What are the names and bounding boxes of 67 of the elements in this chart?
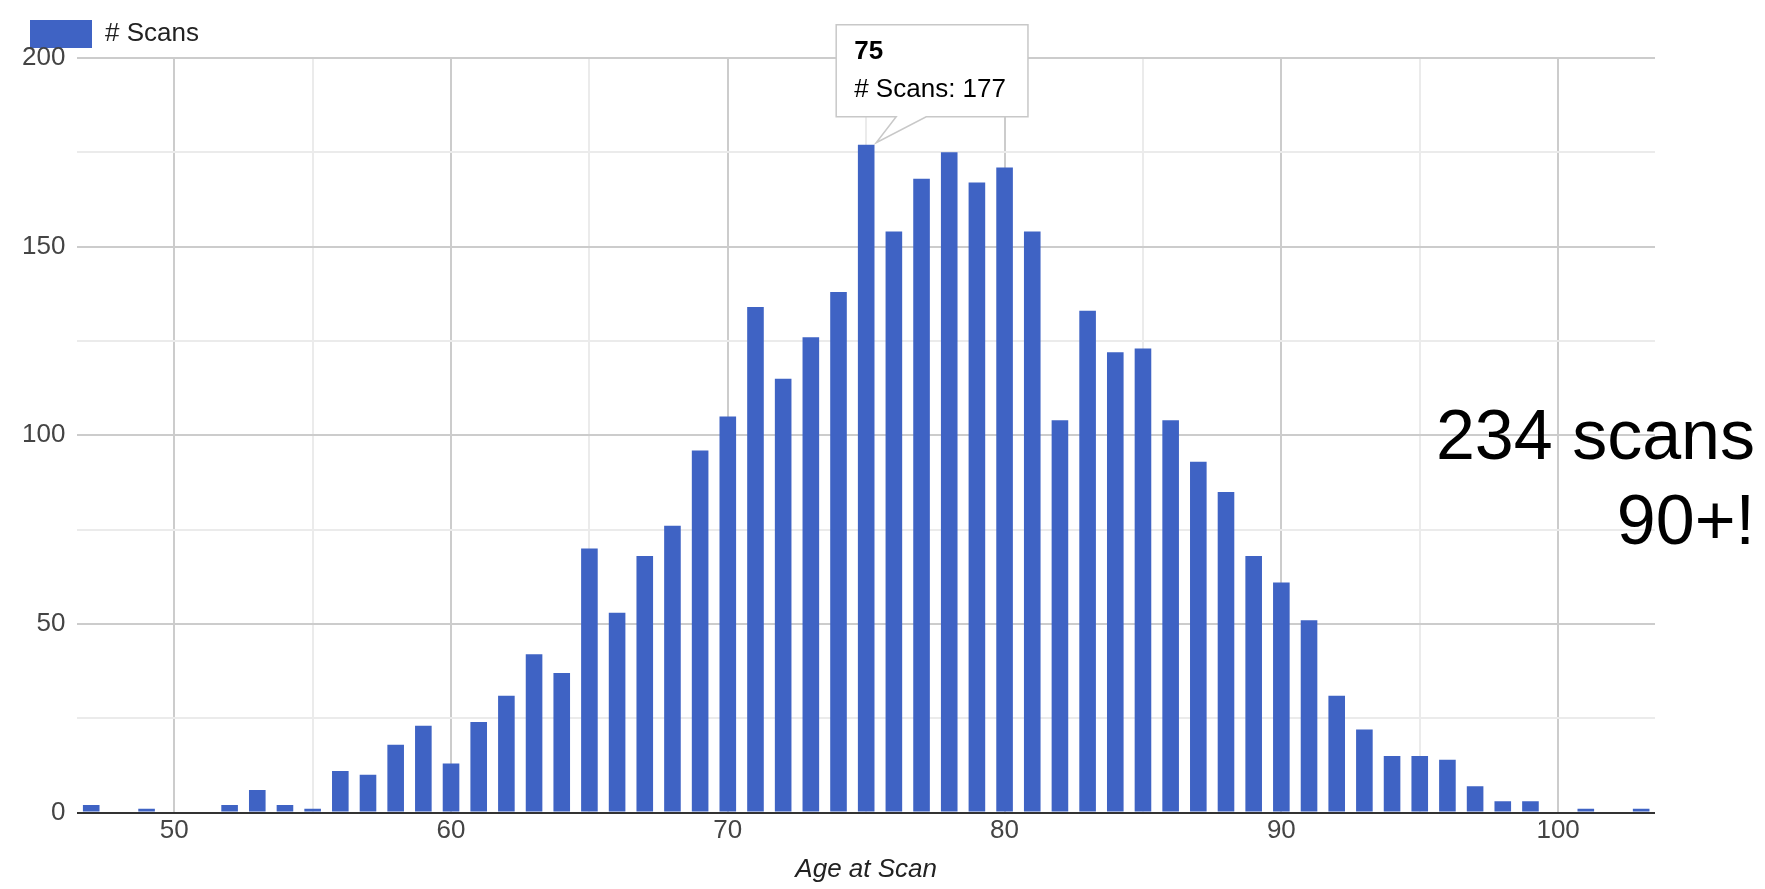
y-tick-label: 100 bbox=[21, 418, 66, 449]
bar bbox=[221, 805, 238, 812]
bar bbox=[1300, 620, 1318, 812]
bar bbox=[1217, 491, 1235, 812]
y-tick-label: 0 bbox=[50, 795, 66, 826]
bar bbox=[1383, 756, 1401, 812]
bar bbox=[1328, 695, 1346, 812]
bar bbox=[747, 307, 764, 812]
bar bbox=[857, 144, 875, 812]
bar bbox=[774, 378, 792, 812]
x-tick-label: 50 bbox=[159, 814, 189, 845]
bar bbox=[1051, 420, 1069, 812]
bar bbox=[1411, 756, 1429, 812]
bar bbox=[1023, 231, 1041, 812]
bar bbox=[138, 808, 155, 812]
y-tick-label: 150 bbox=[21, 229, 66, 260]
bar bbox=[940, 152, 958, 812]
bar bbox=[1494, 801, 1512, 812]
bar bbox=[913, 178, 930, 812]
bar bbox=[470, 722, 488, 812]
bar bbox=[1439, 759, 1456, 812]
y-tick-label: 200 bbox=[21, 41, 66, 72]
bar bbox=[498, 695, 515, 812]
bar bbox=[1079, 310, 1096, 812]
legend-label: # Scans bbox=[105, 17, 199, 48]
x-tick-label: 60 bbox=[436, 814, 466, 845]
bar bbox=[1162, 420, 1179, 812]
y-tick-label: 50 bbox=[36, 607, 66, 638]
bar bbox=[332, 771, 349, 812]
bar bbox=[553, 673, 571, 812]
bar bbox=[664, 525, 681, 812]
bar bbox=[802, 337, 820, 812]
x-tick-label: 90 bbox=[1266, 814, 1296, 845]
bar bbox=[442, 763, 460, 812]
bar bbox=[581, 548, 598, 812]
x-tick-label: 70 bbox=[713, 814, 743, 845]
bar bbox=[1273, 582, 1290, 812]
bar bbox=[636, 556, 654, 812]
bar bbox=[1190, 461, 1207, 812]
bar bbox=[525, 654, 543, 812]
bar bbox=[387, 744, 404, 812]
bar bbox=[968, 182, 986, 812]
bar bbox=[359, 774, 377, 812]
bar bbox=[1632, 808, 1650, 812]
bar bbox=[719, 416, 737, 812]
bar bbox=[304, 808, 321, 812]
bar bbox=[415, 725, 432, 812]
bar bbox=[691, 450, 709, 812]
bar bbox=[248, 789, 266, 812]
bar bbox=[1522, 801, 1539, 812]
bar bbox=[608, 612, 626, 812]
annotation: 75 # Scans: 177 bbox=[854, 34, 1006, 103]
bar bbox=[996, 167, 1013, 812]
x-tick-label: 80 bbox=[990, 814, 1020, 845]
bar bbox=[1356, 729, 1373, 812]
bar bbox=[885, 231, 903, 812]
bar bbox=[82, 805, 100, 812]
bar bbox=[1466, 786, 1484, 812]
x-axis-title: Age at Scan bbox=[793, 852, 938, 883]
bar bbox=[276, 805, 294, 812]
x-tick-label: 100 bbox=[1536, 814, 1580, 845]
bar bbox=[1106, 352, 1124, 812]
annotation: 234 scans 90+! bbox=[1435, 396, 1755, 560]
bar bbox=[1134, 348, 1152, 812]
bar bbox=[1245, 556, 1262, 812]
bar bbox=[1577, 808, 1595, 812]
bar bbox=[830, 291, 847, 812]
